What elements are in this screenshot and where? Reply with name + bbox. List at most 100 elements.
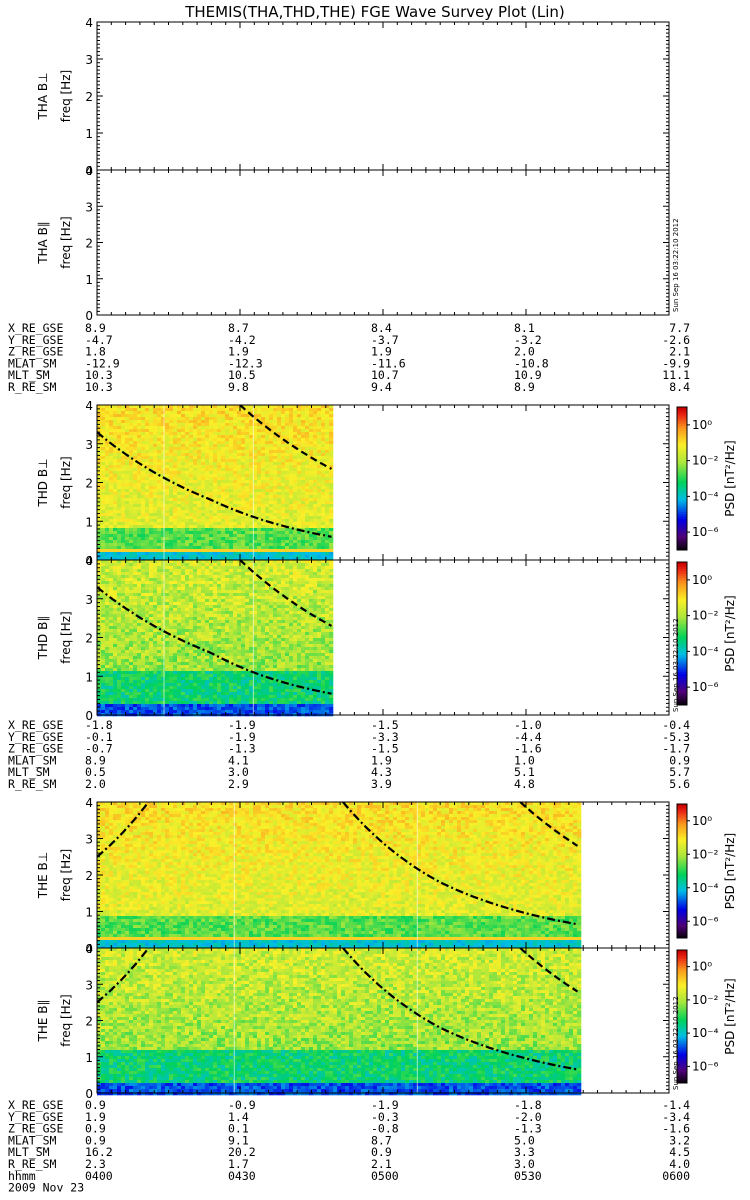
- spectrogram-cell: [269, 552, 274, 556]
- spectrogram-cell: [153, 641, 158, 645]
- spectrogram-cell: [181, 605, 186, 609]
- spectrogram-cell: [105, 698, 110, 702]
- spectrogram-cell: [125, 489, 130, 493]
- spectrogram-cell: [265, 453, 270, 457]
- spectrogram-cell: [173, 641, 178, 645]
- spectrogram-cell: [173, 528, 178, 532]
- spectrogram-cell: [189, 507, 194, 511]
- spectrogram-cell: [213, 528, 218, 532]
- spectrogram-cell: [273, 456, 278, 460]
- spectrogram-cell: [241, 501, 246, 505]
- spectrogram-cell: [153, 560, 158, 564]
- spectrogram-cell: [289, 462, 294, 466]
- spectrogram-cell: [161, 608, 166, 612]
- spectrogram-cell: [305, 555, 310, 559]
- spectrogram-cell: [197, 534, 202, 538]
- spectrogram-cell: [225, 489, 230, 493]
- spectrogram-cell: [117, 611, 122, 615]
- spectrogram-cell: [169, 534, 174, 538]
- spectrogram-cell: [121, 590, 126, 594]
- spectrogram-cell: [193, 543, 198, 547]
- spectrogram-cell: [161, 531, 166, 535]
- spectrogram-cell: [229, 435, 234, 439]
- spectrogram-cell: [133, 692, 138, 696]
- spectrogram-cell: [197, 596, 202, 600]
- spectrogram-cell: [165, 468, 170, 472]
- spectrogram-cell: [241, 504, 246, 508]
- spectrogram-cell: [133, 525, 138, 529]
- spectrogram-cell: [121, 459, 126, 463]
- spectrogram-cell: [101, 629, 106, 633]
- spectrogram-cell: [129, 680, 134, 684]
- spectrogram-cell: [109, 492, 114, 496]
- spectrogram-cell: [153, 575, 158, 579]
- spectrogram-cell: [113, 617, 118, 621]
- spectrogram-cell: [293, 528, 298, 532]
- spectrogram-cell: [253, 522, 258, 526]
- spectrogram-cell: [149, 474, 154, 478]
- spectrogram-cell: [229, 471, 234, 475]
- spectrogram-cell: [193, 695, 198, 699]
- spectrogram-cell: [153, 411, 158, 415]
- spectrogram-cell: [169, 543, 174, 547]
- spectrogram-cell: [309, 507, 314, 511]
- spectrogram-cell: [193, 677, 198, 681]
- spectrogram-cell: [101, 423, 106, 427]
- spectrogram-cell: [149, 692, 154, 696]
- spectrogram-cell: [129, 626, 134, 630]
- spectrogram-cell: [329, 528, 334, 532]
- spectrogram-cell: [153, 549, 158, 553]
- spectrogram-cell: [269, 471, 274, 475]
- spectrogram-cell: [245, 546, 250, 550]
- spectrogram-cell: [181, 566, 186, 570]
- spectrogram-cell: [185, 513, 190, 517]
- spectrogram-cell: [189, 522, 194, 526]
- spectrogram-cell: [121, 519, 126, 523]
- spectrogram-cell: [325, 516, 330, 520]
- spectrogram-cell: [325, 444, 330, 448]
- spectrogram-cell: [265, 543, 270, 547]
- spectrogram-cell: [289, 537, 294, 541]
- spectrogram-cell: [245, 444, 250, 448]
- spectrogram-cell: [197, 528, 202, 532]
- spectrogram-cell: [189, 704, 194, 708]
- spectrogram-cell: [245, 534, 250, 538]
- spectrogram-cell: [105, 435, 110, 439]
- spectrogram-cell: [293, 426, 298, 430]
- spectrogram-cell: [197, 563, 202, 567]
- colorbar-segment: [677, 547, 687, 551]
- spectrogram-cell: [101, 429, 106, 433]
- spectrogram-cell: [177, 683, 182, 687]
- spectrogram-cell: [193, 647, 198, 651]
- colorbar-segment: [677, 435, 687, 439]
- spectrogram-cell: [101, 444, 106, 448]
- spectrogram-cell: [309, 495, 314, 499]
- spectrogram-cell: [297, 423, 302, 427]
- spectrogram-cell: [309, 462, 314, 466]
- spectrogram-cell: [313, 519, 318, 523]
- spectrogram-cell: [285, 546, 290, 550]
- spectrogram-cell: [169, 513, 174, 517]
- spectrogram-cell: [141, 414, 146, 418]
- spectrogram-cell: [117, 492, 122, 496]
- spectrogram-cell: [257, 417, 262, 421]
- spectrogram-cell: [145, 599, 150, 603]
- spectrogram-cell: [265, 510, 270, 514]
- spectrogram-cell: [177, 629, 182, 633]
- spectrogram-cell: [97, 695, 102, 699]
- spectrogram-cell: [105, 614, 110, 618]
- spectrogram-cell: [261, 501, 266, 505]
- spectrogram-cell: [125, 611, 130, 615]
- spectrogram-cell: [125, 659, 130, 663]
- spectrogram-cell: [153, 659, 158, 663]
- spectrogram-cell: [257, 432, 262, 436]
- spectrogram-cell: [241, 477, 246, 481]
- spectrogram-cell: [153, 653, 158, 657]
- spectrogram-cell: [213, 510, 218, 514]
- spectrogram-cell: [121, 683, 126, 687]
- spectrogram-cell: [125, 587, 130, 591]
- spectrogram-cell: [101, 650, 106, 654]
- spectrogram-cell: [309, 540, 314, 544]
- spectrogram-cell: [169, 450, 174, 454]
- spectrogram-cell: [157, 492, 162, 496]
